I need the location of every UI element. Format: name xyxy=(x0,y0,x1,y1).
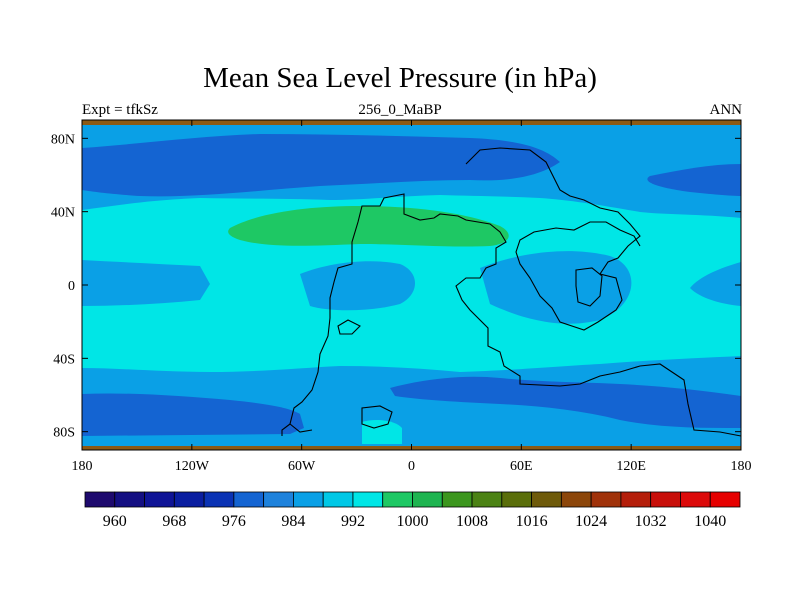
north-polar-band-east xyxy=(647,164,741,196)
south-tip-coast xyxy=(289,423,313,433)
colorbar-label: 968 xyxy=(162,513,186,530)
colorbar-swatch xyxy=(84,491,116,508)
y-tick-label: 40N xyxy=(51,206,75,221)
colorbar-label: 960 xyxy=(103,513,127,530)
colorbar-swatch xyxy=(203,491,235,508)
colorbar-swatch xyxy=(620,491,652,508)
season-label: ANN xyxy=(709,102,743,118)
colorbar-swatch xyxy=(322,491,354,508)
colorbar-swatch xyxy=(590,491,622,508)
colorbar-swatch xyxy=(263,491,294,508)
colorbar-label: 1008 xyxy=(456,513,488,530)
colorbar-label: 1032 xyxy=(635,513,667,530)
colorbar-label: 976 xyxy=(222,513,246,530)
colorbar-swatch xyxy=(501,491,532,508)
y-tick-label: 80N xyxy=(51,132,75,147)
colorbar-swatch xyxy=(471,491,503,508)
tropical-low-west xyxy=(82,260,210,306)
colorbar-swatch xyxy=(441,491,473,508)
coastlines xyxy=(281,147,741,437)
experiment-label: Expt = tfkSz xyxy=(82,102,158,118)
colorbar-label: 1040 xyxy=(694,513,726,530)
colorbar-label: 1016 xyxy=(516,513,548,530)
colorbar-swatch xyxy=(531,491,562,508)
south-patch xyxy=(362,420,402,444)
tropical-low-far-east xyxy=(690,262,741,306)
x-tick-label: 120W xyxy=(175,459,210,474)
colorbar-swatch xyxy=(293,491,324,508)
colorbar-label: 1024 xyxy=(575,513,607,530)
colorbar-swatch xyxy=(114,491,145,508)
plot-title: Mean Sea Level Pressure (in hPa) xyxy=(203,62,597,94)
colorbar-swatch xyxy=(709,491,741,508)
colorbar-swatch xyxy=(233,491,265,508)
inner-lake-coast xyxy=(575,267,603,307)
south-band-west xyxy=(82,393,304,436)
north-east-coastline xyxy=(465,147,641,331)
y-tick-label: 40S xyxy=(53,352,75,367)
y-tick-label: 0 xyxy=(68,279,75,294)
colorbar-label: 1000 xyxy=(397,513,429,530)
contour-fields xyxy=(82,120,741,450)
colorbar xyxy=(84,491,741,508)
colorbar-swatch xyxy=(352,491,384,508)
colorbar-swatch xyxy=(650,491,681,508)
x-tick-label: 60E xyxy=(510,459,533,474)
north-polar-band xyxy=(82,134,560,197)
colorbar-swatch xyxy=(412,491,443,508)
time-label: 256_0_MaBP xyxy=(358,102,442,118)
colorbar-label: 984 xyxy=(281,513,305,530)
x-tick-label: 180 xyxy=(72,459,93,474)
colorbar-label: 992 xyxy=(341,513,365,530)
colorbar-swatch xyxy=(382,491,413,508)
y-axis: 80N 40N 0 40S 80S xyxy=(51,132,741,441)
colorbar-swatch xyxy=(560,491,592,508)
x-tick-label: 180 xyxy=(731,459,752,474)
subtropical-high xyxy=(228,206,509,247)
colorbar-swatch xyxy=(680,491,711,508)
tropical-low-atlantic xyxy=(300,261,415,311)
south-island-coast xyxy=(361,405,393,429)
small-island-coast xyxy=(337,319,361,335)
x-tick-label: 60W xyxy=(288,459,316,474)
colorbar-labels: 960 968 976 984 992 1000 1008 1016 1024 1032 1040 xyxy=(103,513,726,530)
x-tick-label: 120E xyxy=(616,459,646,474)
main-coastline xyxy=(281,193,741,437)
colorbar-swatch xyxy=(173,491,205,508)
y-tick-label: 80S xyxy=(53,426,75,441)
x-axis: 180 120W 60W 0 60E 120E 180 xyxy=(72,120,752,474)
x-tick-label: 0 xyxy=(408,459,415,474)
colorbar-swatch xyxy=(144,491,175,508)
south-band-east xyxy=(390,376,741,428)
